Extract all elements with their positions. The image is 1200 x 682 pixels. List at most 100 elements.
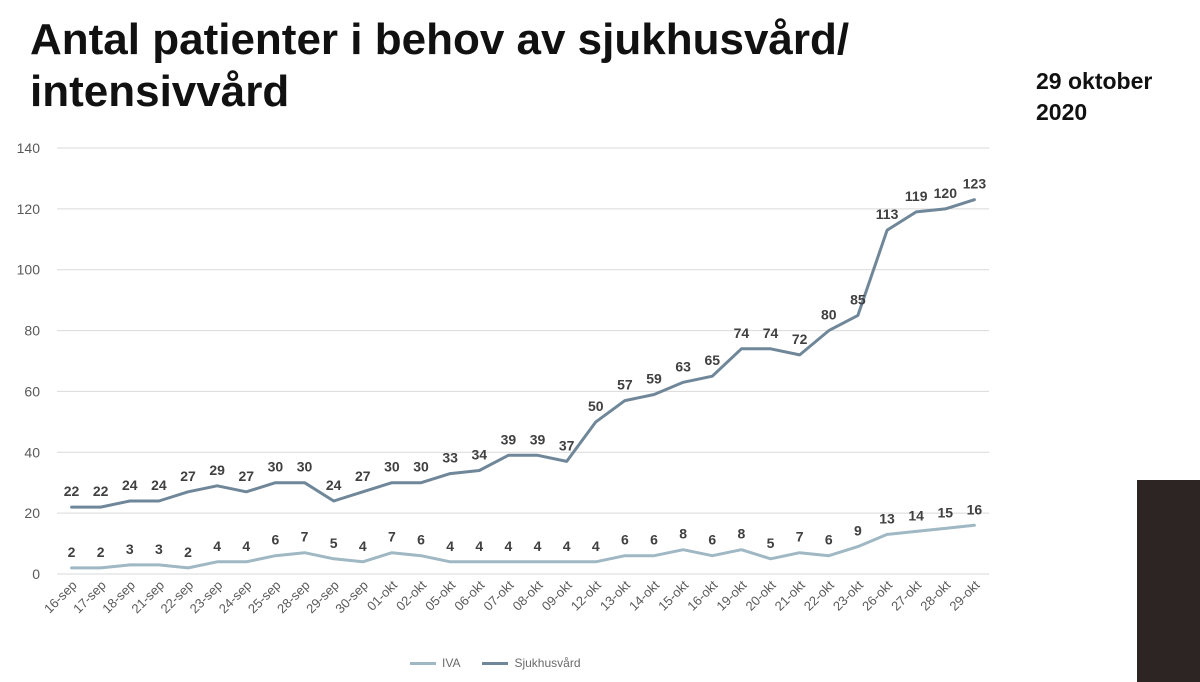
data-label-sjukhusvard: 27	[180, 468, 196, 484]
data-label-sjukhusvard: 85	[850, 291, 866, 307]
x-tick-label: 13-okt	[597, 577, 633, 613]
data-label-iva: 4	[505, 538, 513, 554]
x-tick-label: 07-okt	[480, 577, 516, 613]
data-label-iva: 4	[563, 538, 571, 554]
x-tick-label: 26-okt	[859, 577, 895, 613]
data-label-sjukhusvard: 29	[209, 462, 225, 478]
data-label-iva: 6	[825, 532, 833, 548]
data-label-sjukhusvard: 120	[934, 185, 958, 201]
x-tick-label: 23-okt	[830, 577, 866, 613]
y-tick-label: 40	[24, 444, 40, 460]
data-label-sjukhusvard: 30	[268, 459, 284, 475]
y-tick-label: 20	[24, 505, 40, 521]
data-label-iva: 15	[938, 504, 954, 520]
x-tick-label: 09-okt	[539, 577, 575, 613]
data-label-sjukhusvard: 30	[384, 459, 400, 475]
date-label: 29 oktober 2020	[1036, 68, 1153, 125]
data-label-sjukhusvard: 50	[588, 398, 604, 414]
legend-item-iva: IVA	[410, 656, 460, 670]
x-tick-label: 15-okt	[655, 577, 691, 613]
x-tick-label: 30-sep	[332, 578, 371, 617]
data-label-iva: 4	[475, 538, 483, 554]
x-tick-label: 19-okt	[713, 577, 749, 613]
dark-side-panel	[1137, 480, 1200, 682]
data-label-sjukhusvard: 27	[355, 468, 371, 484]
x-tick-label: 14-okt	[626, 577, 662, 613]
data-label-sjukhusvard: 59	[646, 370, 662, 386]
data-label-sjukhusvard: 24	[326, 477, 342, 493]
data-label-iva: 14	[908, 507, 924, 523]
data-label-iva: 7	[388, 529, 396, 545]
legend: IVA Sjukhusvård	[410, 654, 581, 672]
data-label-sjukhusvard: 30	[297, 459, 313, 475]
data-label-iva: 6	[272, 532, 280, 548]
legend-label-iva: IVA	[442, 656, 461, 670]
data-label-sjukhusvard: 80	[821, 307, 837, 323]
data-label-iva: 2	[184, 544, 192, 560]
data-label-sjukhusvard: 74	[763, 325, 779, 341]
x-tick-label: 21-okt	[772, 577, 808, 613]
data-label-iva: 6	[417, 532, 425, 548]
data-label-sjukhusvard: 39	[530, 431, 546, 447]
series-line-iva	[70, 523, 976, 570]
data-label-iva: 16	[967, 501, 983, 517]
x-tick-label: 29-okt	[946, 577, 982, 613]
data-label-iva: 4	[213, 538, 221, 554]
data-label-sjukhusvard: 34	[472, 447, 488, 463]
data-label-sjukhusvard: 27	[239, 468, 255, 484]
legend-swatch-iva	[410, 661, 436, 665]
x-tick-label: 08-okt	[510, 577, 546, 613]
data-label-sjukhusvard: 123	[963, 176, 987, 192]
data-label-iva: 4	[534, 538, 542, 554]
data-label-sjukhusvard: 113	[876, 206, 899, 222]
data-label-sjukhusvard: 22	[64, 483, 80, 499]
data-label-sjukhusvard: 63	[675, 358, 691, 374]
series-line-sjukhusvard	[70, 198, 976, 509]
data-label-sjukhusvard: 24	[122, 477, 138, 493]
data-label-iva: 5	[767, 535, 775, 551]
data-label-iva: 4	[446, 538, 454, 554]
data-label-iva: 6	[708, 532, 716, 548]
x-tick-label: 27-okt	[888, 577, 924, 613]
x-tick-label: 05-okt	[422, 577, 458, 613]
x-tick-label: 20-okt	[743, 577, 779, 613]
data-label-iva: 4	[359, 538, 367, 554]
data-label-iva: 6	[621, 532, 629, 548]
y-tick-label: 140	[17, 140, 41, 156]
data-label-sjukhusvard: 74	[734, 325, 750, 341]
legend-label-sjukhusvard: Sjukhusvård	[514, 656, 581, 670]
x-tick-label: 06-okt	[451, 577, 487, 613]
x-tick-label: 28-okt	[917, 577, 953, 613]
y-tick-label: 60	[24, 383, 40, 399]
data-label-iva: 6	[650, 532, 658, 548]
data-label-iva: 7	[301, 529, 309, 545]
chart-title: Antal patienter i behov av sjukhusvård/ …	[30, 15, 850, 116]
y-tick-label: 120	[17, 201, 41, 217]
data-label-iva: 2	[68, 544, 76, 560]
data-label-iva: 4	[592, 538, 600, 554]
data-label-iva: 13	[879, 510, 895, 526]
data-label-iva: 2	[97, 544, 105, 560]
y-tick-label: 80	[24, 323, 40, 339]
x-tick-label: 02-okt	[393, 577, 429, 613]
data-label-iva: 9	[854, 523, 862, 539]
data-label-iva: 8	[738, 526, 746, 542]
legend-item-sjukhusvard: Sjukhusvård	[482, 656, 581, 670]
data-label-iva: 4	[242, 538, 250, 554]
data-label-sjukhusvard: 37	[559, 437, 575, 453]
data-label-sjukhusvard: 22	[93, 483, 109, 499]
data-label-sjukhusvard: 33	[442, 450, 458, 466]
y-tick-label: 100	[17, 262, 41, 278]
data-label-iva: 3	[155, 541, 163, 557]
x-tick-label: 12-okt	[568, 577, 604, 613]
data-label-iva: 3	[126, 541, 134, 557]
data-label-sjukhusvard: 24	[151, 477, 167, 493]
data-label-sjukhusvard: 57	[617, 377, 633, 393]
legend-swatch-sjukhusvard	[482, 661, 509, 665]
data-label-sjukhusvard: 39	[501, 431, 517, 447]
data-label-sjukhusvard: 72	[792, 331, 808, 347]
x-tick-label: 01-okt	[364, 577, 400, 613]
data-label-sjukhusvard: 30	[413, 459, 429, 475]
x-tick-label: 16-okt	[684, 577, 720, 613]
x-tick-label: 22-okt	[801, 577, 837, 613]
